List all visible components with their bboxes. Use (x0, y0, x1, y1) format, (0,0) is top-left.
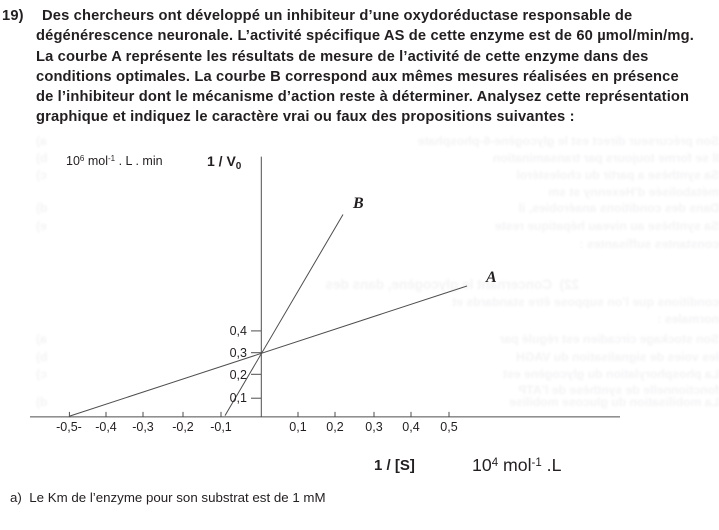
svg-text:1 / [S]: 1 / [S] (374, 457, 415, 474)
svg-text:104 mol-1 .L: 104 mol-1 .L (472, 455, 562, 475)
